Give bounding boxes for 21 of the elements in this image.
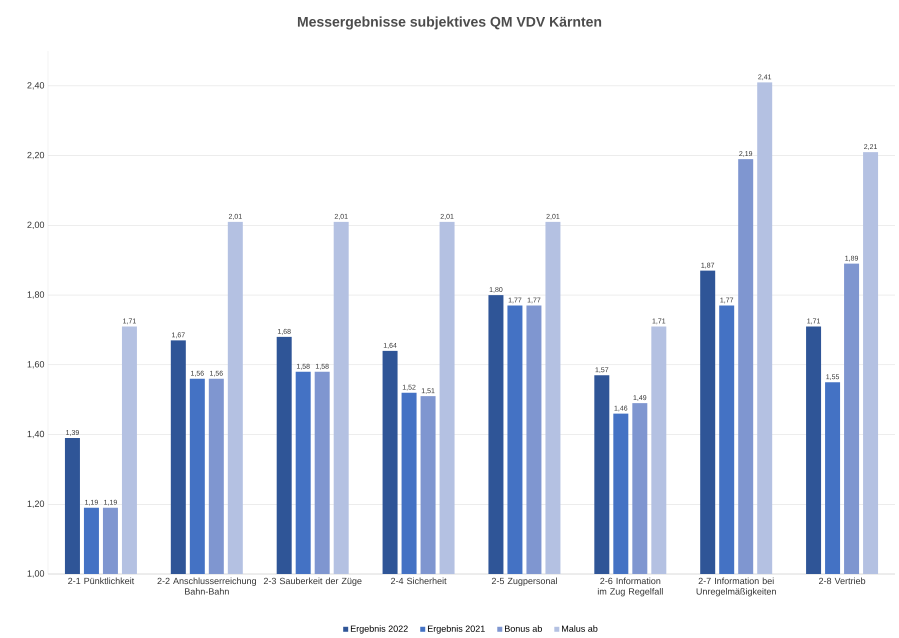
legend-label: Malus ab xyxy=(562,625,598,632)
legend-label: Ergebnis 2022 xyxy=(350,625,408,634)
y-tick-label: 1,60 xyxy=(28,361,44,369)
x-tick-label: 2-3 Sauberkeit der Züge xyxy=(264,578,362,586)
y-tick-label: 1,40 xyxy=(28,430,44,438)
x-tick-label: 2-6 Information im Zug Regelfall xyxy=(598,578,663,596)
chart-title: Messergebnisse subjektives QM VDV Kärnten xyxy=(298,16,602,30)
x-tick-label: 2-7 Information bei Unregelmäßigkeiten xyxy=(696,578,776,596)
legend-label: Ergebnis 2021 xyxy=(428,625,485,634)
legend-label: Bonus ab xyxy=(505,625,542,632)
y-tick-label: 1,80 xyxy=(28,291,44,299)
y-tick-label: 2,40 xyxy=(27,82,44,90)
y-tick-label: 2,20 xyxy=(27,152,44,160)
y-tick-label: 1,00 xyxy=(28,570,44,578)
x-tick-label: 2-4 Sicherheit xyxy=(391,578,446,584)
x-tick-label: 2-1 Pünktlichkeit xyxy=(68,578,134,584)
y-tick-label: 2,00 xyxy=(27,222,44,230)
x-tick-label: 2-8 Vertrieb xyxy=(819,578,866,584)
y-tick-label: 1,20 xyxy=(28,500,44,508)
x-tick-label: 2-5 Zugpersonal xyxy=(492,578,557,586)
x-tick-label: 2-2 Anschlusserreichung Bahn-Bahn xyxy=(157,578,256,595)
